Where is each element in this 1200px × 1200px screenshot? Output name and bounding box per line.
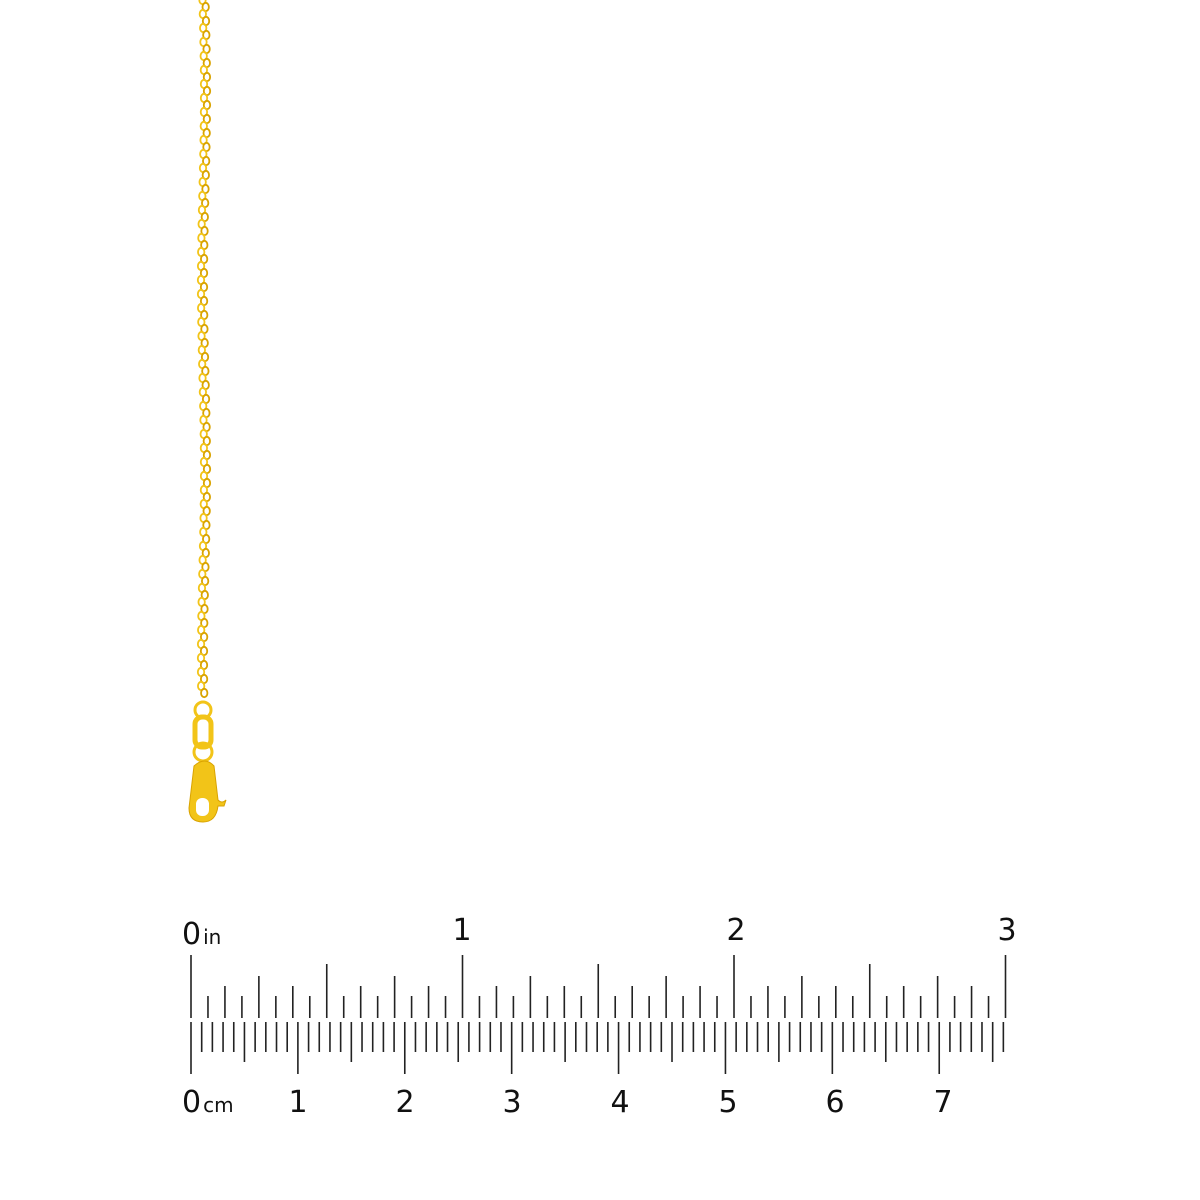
cm-label-6: 6	[825, 1085, 845, 1120]
cm-label-5: 5	[718, 1085, 738, 1120]
gold-chain-image	[188, 0, 227, 823]
inch-label-2: 2	[726, 913, 746, 948]
chain-link	[200, 687, 209, 699]
clasp-opening	[196, 798, 209, 816]
cm-label-1: 1	[288, 1085, 308, 1120]
cm-label-7: 7	[933, 1085, 953, 1120]
cm-label-0: 0 cm	[182, 1085, 234, 1120]
cm-label-2: 2	[395, 1085, 415, 1120]
cm-label-3: 3	[502, 1085, 522, 1120]
connector-link	[192, 714, 214, 750]
cm-unit: cm	[203, 1093, 234, 1117]
inch-label-1: 1	[452, 913, 472, 948]
inch-label-0: 0 in	[182, 917, 222, 952]
cm-label-4: 4	[610, 1085, 630, 1120]
inch-label-3: 3	[997, 913, 1017, 948]
inch-unit: in	[203, 925, 222, 949]
